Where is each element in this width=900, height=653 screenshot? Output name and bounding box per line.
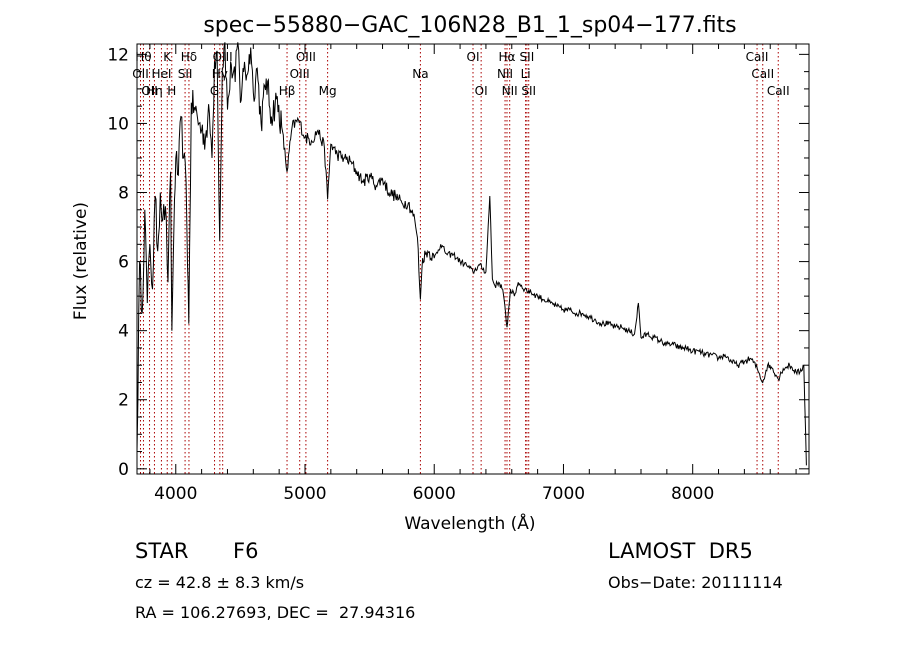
- y-tick-label-4: 8: [118, 184, 129, 204]
- line-label-25: CaII: [746, 50, 769, 64]
- survey-label: LAMOST DR5: [608, 539, 753, 563]
- line-label-7: SII: [178, 67, 193, 81]
- line-label-8: Hδ: [181, 50, 197, 64]
- y-tick-label-0: 0: [118, 460, 129, 480]
- line-label-19: NII: [497, 67, 513, 81]
- y-tick-label-1: 2: [118, 391, 129, 411]
- line-label-4: HeI: [151, 67, 171, 81]
- line-label-20: Hα: [499, 50, 516, 64]
- line-label-3: Hη: [146, 84, 163, 98]
- spectrum-series: [136, 42, 807, 466]
- x-axis-label: Wavelength (Å): [404, 512, 535, 534]
- line-label-2: OII: [141, 84, 158, 98]
- line-label-6: H: [167, 84, 176, 98]
- line-label-9: G: [210, 84, 219, 98]
- spectrum-line: [136, 42, 807, 466]
- observation-date: Obs−Date: 20111114: [608, 573, 783, 592]
- redshift-velocity: cz = 42.8 ± 8.3 km/s: [135, 573, 305, 592]
- sky-coordinates: RA = 106.27693, DEC = 27.94316: [135, 603, 416, 622]
- line-label-27: CaII: [767, 84, 790, 98]
- y-tick-label-5: 10: [107, 114, 129, 134]
- x-tick-label-0: 4000: [154, 484, 197, 504]
- spectral-line-labels: HθOIIOIIHηHeIKHSIIHδGHγOIIIHβOIIIOIIIMgN…: [132, 50, 789, 98]
- line-label-18: OI: [475, 84, 488, 98]
- x-tick-label-3: 7000: [542, 484, 585, 504]
- line-label-16: Na: [412, 67, 428, 81]
- y-tick-label-3: 6: [118, 253, 129, 273]
- line-label-5: K: [163, 50, 172, 64]
- y-axis-label: Flux (relative): [71, 202, 91, 320]
- y-tick-label-2: 4: [118, 322, 129, 342]
- line-label-26: CaII: [751, 67, 774, 81]
- y-tick-label-6: 12: [107, 45, 129, 65]
- line-label-0: Hθ: [135, 50, 151, 64]
- line-label-17: OI: [467, 50, 480, 64]
- line-label-10: Hγ: [212, 67, 228, 81]
- x-tick-label-2: 6000: [413, 484, 456, 504]
- plot-frame: [136, 43, 810, 475]
- chart-title: spec−55880−GAC_106N28_B1_1_sp04−177.fits: [203, 13, 736, 38]
- line-label-14: OIII: [296, 50, 316, 64]
- line-label-12: Hβ: [279, 84, 296, 98]
- line-label-13: OIII: [290, 67, 310, 81]
- line-label-22: Li: [521, 67, 531, 81]
- line-label-23: SII: [520, 50, 535, 64]
- x-tick-label-1: 5000: [283, 484, 326, 504]
- line-label-21: NII: [502, 84, 518, 98]
- line-label-24: SII: [521, 84, 536, 98]
- plot-axes: 4000 5000 6000 7000 8000 0 2 4 6 8 10 12: [107, 43, 810, 504]
- x-tick-label-4: 8000: [671, 484, 714, 504]
- object-subclass: F6: [233, 539, 259, 563]
- object-class: STAR: [135, 539, 189, 563]
- line-label-1: OII: [132, 67, 149, 81]
- line-label-15: Mg: [319, 84, 337, 98]
